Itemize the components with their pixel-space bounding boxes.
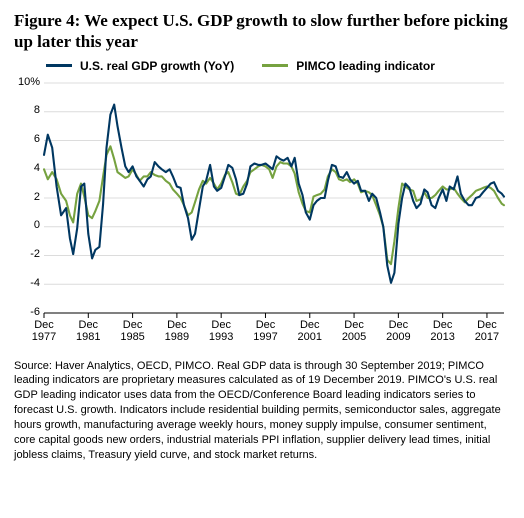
y-tick-label: 4	[16, 162, 40, 174]
x-tick-label: Dec2005	[339, 319, 369, 343]
legend-swatch-gdp	[46, 64, 72, 67]
legend-item-gdp: U.S. real GDP growth (YoY)	[46, 59, 234, 73]
y-tick-label: -2	[16, 248, 40, 260]
y-tick-label: -6	[16, 306, 40, 318]
y-tick-label: 6	[16, 133, 40, 145]
legend-swatch-pimco	[262, 64, 288, 67]
legend-item-pimco: PIMCO leading indicator	[262, 59, 435, 73]
figure-container: Figure 4: We expect U.S. GDP growth to s…	[0, 0, 524, 518]
x-tick-label: Dec2001	[295, 319, 325, 343]
source-text: Source: Haver Analytics, OECD, PIMCO. Re…	[14, 359, 510, 463]
x-tick-label: Dec2017	[472, 319, 502, 343]
x-tick-label: Dec1977	[29, 319, 59, 343]
figure-title: Figure 4: We expect U.S. GDP growth to s…	[14, 10, 510, 53]
y-tick-label: 0	[16, 219, 40, 231]
x-tick-label: Dec1997	[250, 319, 280, 343]
y-tick-label: 8	[16, 104, 40, 116]
y-tick-label: 2	[16, 191, 40, 203]
x-tick-label: Dec2013	[428, 319, 458, 343]
x-tick-label: Dec1981	[73, 319, 103, 343]
x-tick-label: Dec1989	[162, 319, 192, 343]
chart-svg	[14, 75, 510, 355]
legend: U.S. real GDP growth (YoY) PIMCO leading…	[14, 59, 510, 73]
legend-label-pimco: PIMCO leading indicator	[296, 59, 435, 73]
y-tick-label: 10%	[16, 76, 40, 88]
x-tick-label: Dec2009	[383, 319, 413, 343]
chart: -6 -4 -2 0 2 4 6 8 10% Dec1977 Dec1981 Dec1985 Dec19…	[14, 75, 510, 355]
y-tick-label: -4	[16, 277, 40, 289]
x-tick-label: Dec1985	[118, 319, 148, 343]
legend-label-gdp: U.S. real GDP growth (YoY)	[80, 59, 234, 73]
x-tick-label: Dec1993	[206, 319, 236, 343]
